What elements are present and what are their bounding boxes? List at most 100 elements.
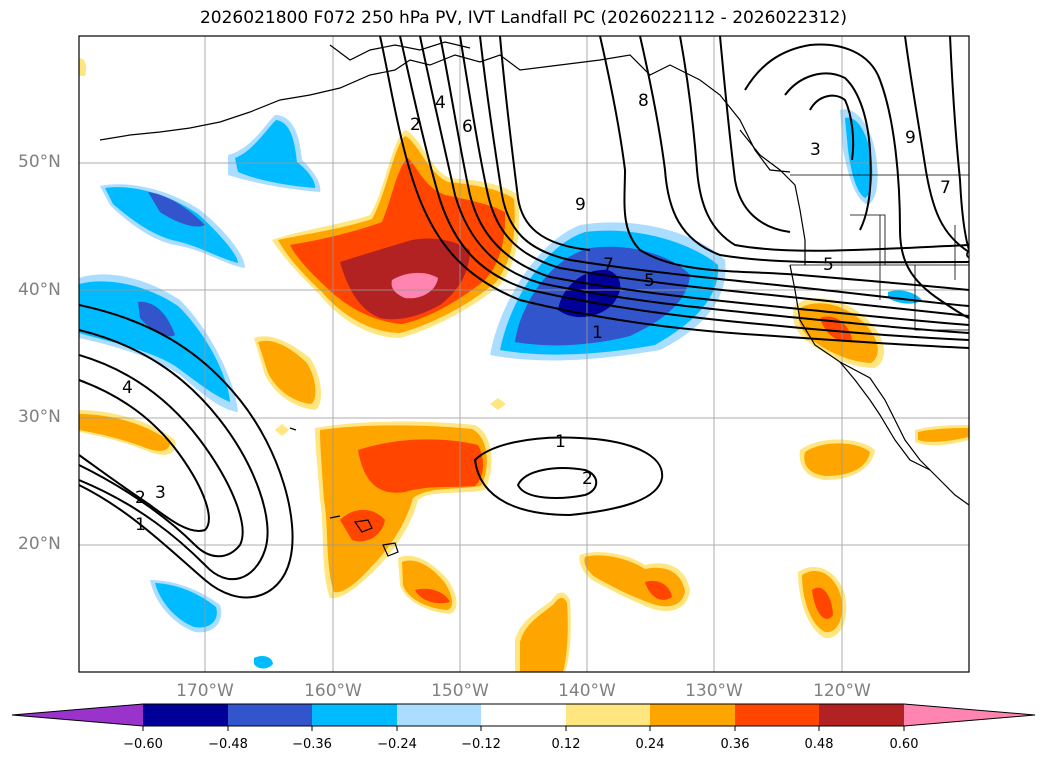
negative-anomaly-west-core: [138, 301, 175, 337]
colorbar-segment: [228, 704, 312, 726]
contour-2: [379, 36, 969, 349]
positive-anomaly-dot-2: [275, 424, 289, 436]
contour-7: [479, 36, 969, 307]
negative-anomaly-west-inner: [79, 281, 230, 402]
contour-ne-3: [809, 94, 855, 161]
positive-anomaly-hawaii-red: [340, 509, 385, 542]
contour-label: 1: [135, 515, 146, 535]
colorbar-tick-label: −0.24: [377, 737, 417, 752]
positive-anomaly-south-red: [358, 439, 484, 493]
lat-label-40n: 40°N: [18, 280, 61, 300]
alaska-coast: [99, 54, 791, 173]
colorbar-tick-label: 0.36: [720, 737, 750, 752]
lat-label-30n: 30°N: [18, 407, 61, 427]
alaska-peninsula: [329, 41, 471, 61]
lon-label-170w: 170°W: [176, 681, 234, 701]
colorbar-segment: [735, 704, 819, 726]
negative-anomaly-ne-inner: [845, 117, 873, 198]
contour-11: [679, 36, 969, 252]
state-borders: [790, 174, 969, 331]
colorbar-segment: [397, 704, 481, 726]
hawaii: [289, 427, 399, 557]
bc-coast: [739, 129, 806, 265]
contour-label: 1: [555, 432, 566, 452]
map-plot-area: 2 4 6 8 9 3 9 7 9 7 5 1 5 4 3 2 1 1 2: [79, 36, 976, 672]
positive-anomaly-calif-red: [820, 316, 852, 342]
contour-label: 8: [638, 91, 649, 111]
lat-label-20n: 20°N: [18, 534, 61, 554]
contour-ne-2: [784, 72, 872, 231]
colorbar-segment: [143, 704, 228, 726]
contour-ne-4: [949, 36, 969, 251]
baja-coast: [839, 361, 931, 471]
contour-label: 5: [644, 271, 655, 291]
positive-anomaly-e4-red: [415, 588, 450, 604]
colorbar-segment: [481, 704, 566, 726]
contour-west-3: [79, 354, 244, 558]
colorbar-segment: [312, 704, 397, 726]
positive-anomaly-e3-red: [645, 580, 672, 600]
lon-label-140w: 140°W: [558, 681, 616, 701]
ivt-contours: [79, 36, 969, 599]
contour-5: [439, 36, 969, 326]
contour-label: 3: [155, 483, 166, 503]
contour-8: [499, 36, 591, 251]
contour-label: 7: [940, 178, 951, 198]
contour-west-2: [79, 329, 269, 581]
contour-6: [459, 36, 969, 317]
contour-12: [719, 36, 791, 233]
contour-west-1: [79, 304, 294, 599]
colorbar-extend-low: [12, 704, 143, 726]
colorbar-segment: [819, 704, 904, 726]
contour-label: 6: [462, 117, 473, 137]
contour-label: 3: [810, 140, 821, 160]
negative-anomaly-south-inner: [155, 583, 217, 628]
contour-west-4: [79, 379, 210, 532]
positive-anomaly-dot: [490, 398, 506, 410]
colorbar-tick-label: −0.36: [292, 737, 332, 752]
colorbar-tick-label: −0.48: [208, 737, 248, 752]
contour-label: 9: [965, 248, 976, 268]
contour-label: 5: [823, 255, 834, 275]
positive-anomaly-e6-orange: [918, 428, 969, 442]
colorbar: [11, 703, 1036, 731]
positive-anomaly-west-band-orange: [79, 414, 170, 451]
colorbar-tick-label: −0.12: [461, 737, 501, 752]
map-title: 2026021800 F072 250 hPa PV, IVT Landfall…: [199, 8, 847, 28]
positive-anomaly-e1-orange: [804, 443, 870, 476]
colorbar-tick-label: 0.60: [889, 737, 919, 752]
colorbar-tick-label: 0.48: [804, 737, 834, 752]
us-west-coast: [789, 264, 969, 506]
lon-label-120w: 120°W: [813, 681, 871, 701]
negative-anomaly-north-inner: [235, 120, 316, 188]
colorbar-tick-label: 0.24: [635, 737, 665, 752]
positive-anomaly-e2-red: [812, 587, 833, 619]
colorbar-extend-high: [904, 704, 1035, 726]
contour-9: [599, 36, 969, 291]
contour-low-2: [516, 467, 598, 499]
lon-label-130w: 130°W: [685, 681, 743, 701]
plot-frame: [78, 35, 970, 673]
lon-label-150w: 150°W: [431, 681, 489, 701]
lon-label-160w: 160°W: [304, 681, 362, 701]
contour-label: 4: [122, 378, 133, 398]
coastlines: [99, 41, 969, 557]
contour-3: [399, 36, 969, 341]
contour-label: 9: [575, 195, 586, 215]
contour-label: 2: [410, 115, 421, 135]
positive-anomaly-e5-orange: [520, 597, 568, 672]
contour-4: [419, 36, 969, 334]
contour-label: 4: [435, 93, 446, 113]
lat-label-50n: 50°N: [18, 152, 61, 172]
contour-low-1: [473, 436, 664, 517]
colorbar-tick-label: 0.12: [551, 737, 581, 752]
contour-labels: 2 4 6 8 9 3 9 7 9 7 5 1 5 4 3 2 1 1 2: [122, 91, 976, 535]
contour-label: 9: [905, 128, 916, 148]
colorbar-segment: [566, 704, 650, 726]
contour-10: [639, 36, 969, 264]
contour-label: 7: [603, 255, 614, 275]
contour-label: 2: [582, 469, 593, 489]
contour-ne-5: [904, 36, 969, 253]
contour-ne-1: [744, 43, 969, 319]
